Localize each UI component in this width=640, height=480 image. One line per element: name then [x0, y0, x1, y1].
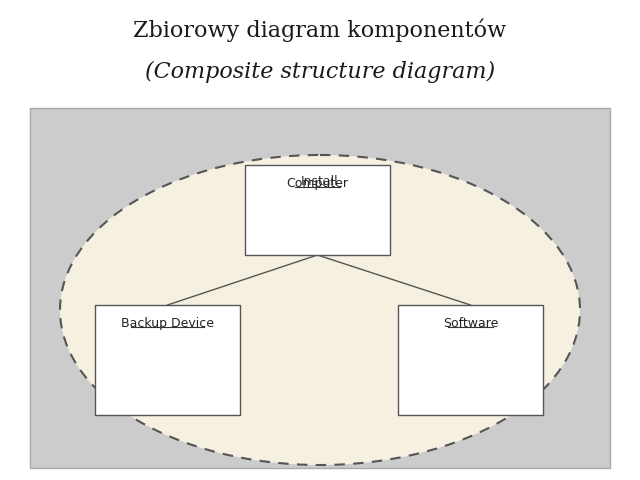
Bar [30, 108, 610, 468]
Ellipse shape [60, 155, 580, 465]
Text: Zbiorowy diagram komponentów: Zbiorowy diagram komponentów [133, 18, 507, 42]
Bar [245, 165, 390, 255]
Text: Install: Install [301, 175, 339, 188]
Text: Backup Device: Backup Device [121, 317, 214, 330]
Text: Software: Software [443, 317, 498, 330]
Text: Computer: Computer [287, 177, 349, 190]
Bar [95, 305, 240, 415]
Text: (Composite structure diagram): (Composite structure diagram) [145, 61, 495, 83]
Bar [398, 305, 543, 415]
